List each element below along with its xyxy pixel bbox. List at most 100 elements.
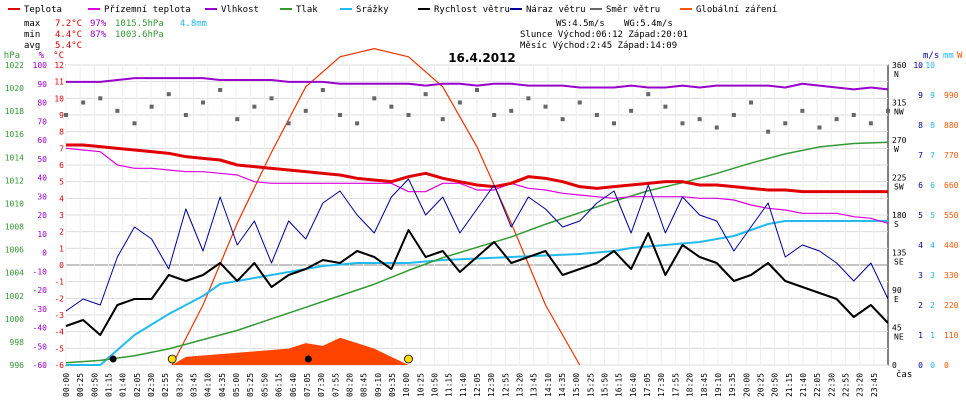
axis-x-tick-12: 05:00 (232, 373, 241, 397)
wind-dir-point-21 (423, 92, 428, 97)
moonset-marker (304, 355, 312, 363)
wind-dir-point-47 (868, 121, 873, 126)
wind-dir-point-48 (886, 108, 890, 113)
axis-dir-name-315: NW (894, 108, 904, 117)
axis-c-tick-11: 11 (54, 78, 64, 87)
axis-x-tick-36: 15:00 (572, 373, 581, 397)
wind-dir-point-6 (166, 92, 171, 97)
wind-dir-point-29 (560, 117, 565, 122)
legend-label-2: Vlhkost (221, 5, 259, 15)
wind-dir-point-31 (594, 113, 599, 117)
axis-c-tick--2: -2 (54, 294, 64, 303)
axis-c-tick-4: 4 (59, 194, 64, 203)
axis-x-tick-26: 10:50 (430, 373, 439, 397)
axis-w-tick-0: 0 (944, 361, 949, 370)
axis-ms-tick-6: 6 (918, 181, 923, 190)
wind-dir-point-15 (320, 88, 325, 92)
axis-c-tick--5: -5 (54, 344, 64, 353)
wind-dir-point-26 (509, 108, 514, 113)
axis-hpa-tick-1020: 1020 (5, 84, 24, 93)
axis-ms-tick-7: 7 (918, 151, 923, 160)
axis-dir-name-90: E (894, 295, 899, 304)
legend-label-8: Globální záření (696, 5, 777, 15)
series-pressure (65, 141, 889, 364)
wind-dir-point-25 (492, 113, 497, 117)
axis-c-tick-0: 0 (59, 261, 64, 270)
axis-c-tick--1: -1 (54, 278, 64, 287)
wind-dir-point-35 (663, 104, 668, 109)
axis-mm-tick-10: 10 (925, 61, 935, 70)
stat-max-label: max (24, 19, 41, 29)
axis-pct-tick-0: 0 (42, 249, 47, 258)
axis-x-tick-4: 01:40 (119, 373, 128, 397)
wind-dir-point-22 (440, 117, 445, 122)
legend-label-3: Tlak (296, 5, 318, 15)
wind-dir-point-5 (149, 104, 154, 109)
wind-dir-point-34 (646, 92, 651, 97)
axis-hpa-tick-998: 998 (10, 338, 25, 347)
axis-ms-tick-4: 4 (918, 241, 923, 250)
info-block: WS:4.5m/s WG:5.4m/s Slunce Východ:06:12 … (520, 19, 688, 51)
axis-pct-tick-10: 10 (37, 230, 47, 239)
legend: Teplota Přízemní teplota Vlhkost Tlak Srážky… (8, 5, 777, 15)
axis-pct-tick--40: -40 (33, 324, 48, 333)
axis-c-tick-5: 5 (59, 178, 64, 187)
axis-ms-tick-9: 9 (918, 91, 923, 100)
info-moon: Měsíc Východ:2:45 Západ:14:09 (520, 41, 677, 51)
axis-x-tick-35: 14:35 (558, 373, 567, 397)
axis-hpa-tick-1016: 1016 (5, 130, 24, 139)
info-wg: WG:5.4m/s (624, 19, 673, 29)
axis-pct-tick--30: -30 (33, 305, 48, 314)
legend-label-5: Rychlost větru (434, 5, 510, 15)
stat-max-rain: 4.8mm (180, 19, 207, 29)
wind-dir-point-41 (766, 129, 771, 134)
wind-dir-point-19 (389, 104, 394, 109)
legend-label-4: Srážky (356, 5, 389, 15)
sunset-marker (404, 354, 413, 364)
axis-x-tick-6: 02:30 (147, 373, 156, 397)
axis-w-title: W (957, 51, 963, 61)
axis-w-tick-990: 990 (944, 91, 959, 100)
axis-x-tick-51: 21:15 (785, 373, 794, 397)
axis-x-tick-8: 03:20 (175, 373, 184, 397)
legend-label-7: Směr větru (606, 5, 660, 15)
axis-x-tick-5: 02:05 (133, 373, 142, 397)
axis-mm-tick-5: 5 (930, 211, 935, 220)
wind-dir-point-39 (731, 113, 736, 117)
axis-pct-tick-20: 20 (37, 211, 47, 220)
axis-x-tick-57: 23:45 (870, 373, 879, 397)
axis-pct-title: % (39, 51, 45, 61)
axis-ms-tick-10: 10 (913, 61, 923, 70)
sunrise-marker (167, 354, 177, 364)
axis-x-tick-18: 07:30 (317, 373, 326, 397)
axis-x-tick-25: 10:25 (416, 373, 425, 397)
wind-dir-point-28 (543, 104, 548, 109)
stat-avg-temp: 5.4°C (55, 41, 82, 51)
stat-min-temp: 4.4°C (55, 30, 82, 40)
axis-dir-name-225: SW (894, 183, 904, 192)
wind-dir-point-12 (269, 96, 274, 101)
axis-x-tick-50: 20:50 (771, 373, 780, 397)
axis-mm-title: mm (943, 51, 954, 61)
wind-dir-point-43 (800, 108, 805, 113)
wind-dir-point-42 (783, 121, 788, 126)
wind-dir-point-32 (612, 121, 616, 126)
wind-dir-point-40 (749, 100, 753, 105)
stats-block: max 7.2°C 97% 1015.5hPa 4.8mm min 4.4°C … (24, 19, 207, 51)
axis-pct-tick-100: 100 (33, 61, 48, 70)
axis-mm-tick-8: 8 (930, 121, 935, 130)
axis-c-tick-7: 7 (59, 144, 64, 153)
axis-w-tick-550: 550 (944, 211, 959, 220)
axis-x-tick-38: 15:50 (601, 373, 610, 397)
axis-x-tick-46: 19:10 (714, 373, 723, 397)
axis-hpa-tick-1012: 1012 (5, 176, 24, 185)
axis-dir-tick-270: 270 (892, 136, 907, 145)
axis-c-tick-8: 8 (59, 128, 64, 137)
axis-dir-tick-180: 180 (892, 211, 907, 220)
axis-hpa-tick-1010: 1010 (5, 199, 24, 208)
wind-dir-point-14 (303, 108, 308, 113)
axis-ms-tick-0: 0 (918, 361, 923, 370)
stat-avg-label: avg (24, 41, 40, 51)
axis-x-tick-33: 13:45 (530, 373, 539, 397)
